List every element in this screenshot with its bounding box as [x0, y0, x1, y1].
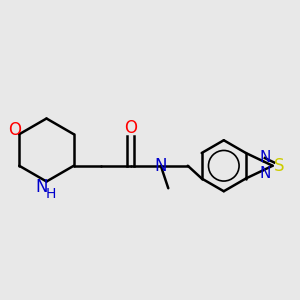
Text: O: O: [124, 119, 137, 137]
Text: N: N: [260, 150, 272, 165]
Text: N: N: [154, 157, 167, 175]
Text: N: N: [36, 178, 48, 196]
Text: O: O: [8, 121, 21, 139]
Text: S: S: [274, 157, 284, 175]
Text: H: H: [46, 187, 56, 200]
Text: N: N: [260, 166, 272, 181]
